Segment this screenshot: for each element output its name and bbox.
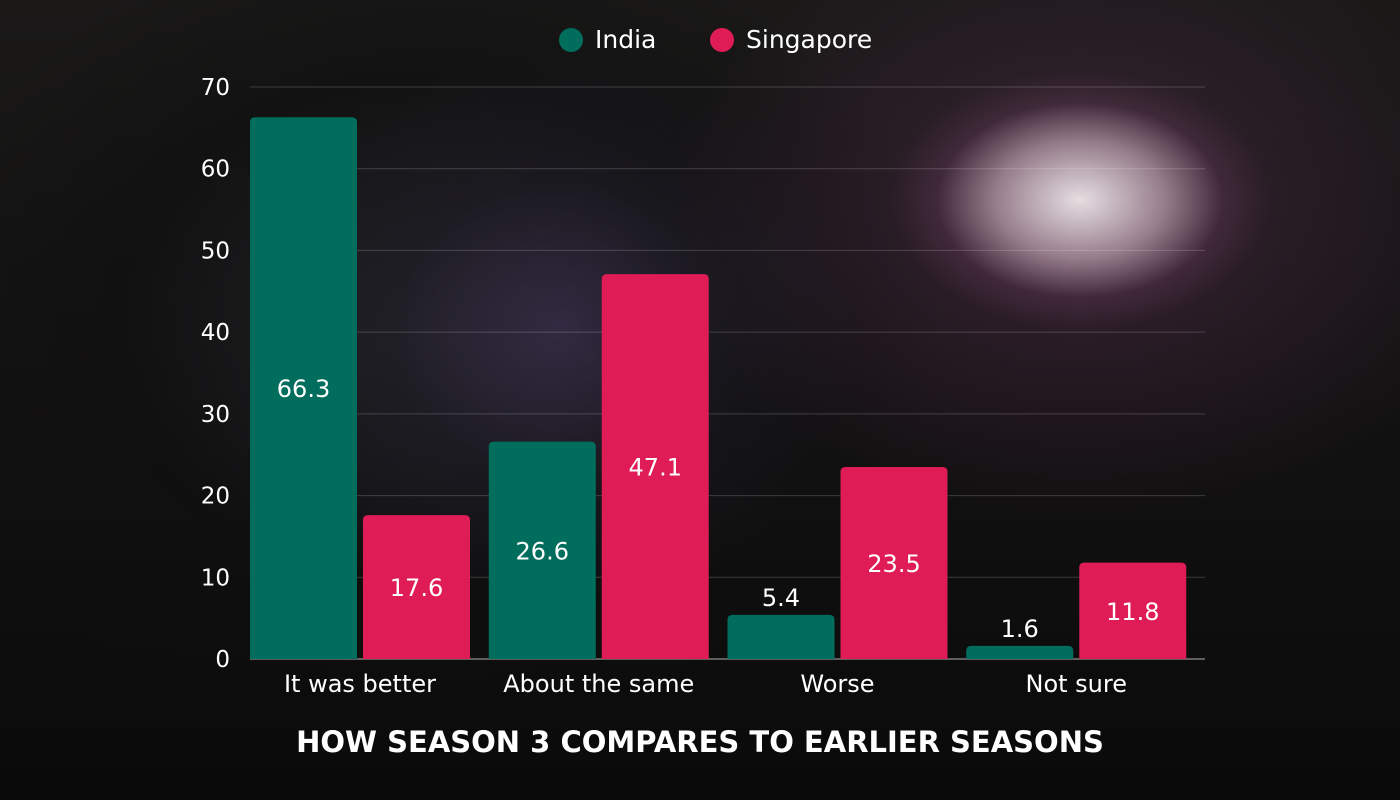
y-tick-label: 10 [201, 565, 230, 591]
x-tick-label: Worse [800, 670, 874, 698]
y-tick-label: 50 [201, 238, 230, 264]
x-axis: It was better About the same Worse Not sure [284, 670, 1127, 698]
bar-india-2 [727, 614, 835, 659]
y-tick-label: 40 [201, 320, 230, 346]
bar-singapore-1 [601, 274, 709, 659]
data-label: 47.1 [629, 454, 682, 482]
x-tick-label: About the same [503, 670, 694, 698]
bar-india-1 [488, 441, 596, 659]
y-tick-label: 60 [201, 157, 230, 183]
y-tick-label: 0 [215, 647, 230, 673]
legend-swatch-singapore [710, 28, 734, 52]
data-label: 66.3 [277, 375, 330, 403]
data-label: 23.5 [867, 550, 920, 578]
legend-label-india: India [595, 25, 656, 54]
y-tick-label: 70 [201, 75, 230, 101]
y-axis: 0 10 20 30 40 50 60 70 [201, 75, 230, 673]
legend-label-singapore: Singapore [746, 25, 872, 54]
bar-singapore-0 [363, 515, 470, 659]
legend-swatch-india [559, 28, 583, 52]
bar-india-0 [250, 117, 357, 660]
data-labels: 66.3 17.6 26.6 47.1 5.4 23.5 1.6 11.8 [277, 375, 1160, 643]
data-label: 1.6 [1001, 615, 1039, 643]
data-label: 11.8 [1106, 598, 1159, 626]
y-tick-label: 30 [201, 402, 230, 428]
gridlines [250, 86, 1205, 660]
data-label: 5.4 [762, 584, 800, 612]
x-tick-label: It was better [284, 670, 436, 698]
chart-title: HOW SEASON 3 COMPARES TO EARLIER SEASONS [296, 725, 1104, 759]
bar-india-3 [966, 645, 1074, 659]
bar-singapore-2 [840, 466, 948, 659]
bar-singapore-3 [1079, 562, 1187, 659]
bars [250, 117, 1187, 660]
y-tick-label: 20 [201, 484, 230, 510]
legend: India Singapore [559, 25, 872, 54]
x-tick-label: Not sure [1026, 670, 1128, 698]
data-label: 26.6 [516, 537, 569, 565]
data-label: 17.6 [390, 574, 443, 602]
